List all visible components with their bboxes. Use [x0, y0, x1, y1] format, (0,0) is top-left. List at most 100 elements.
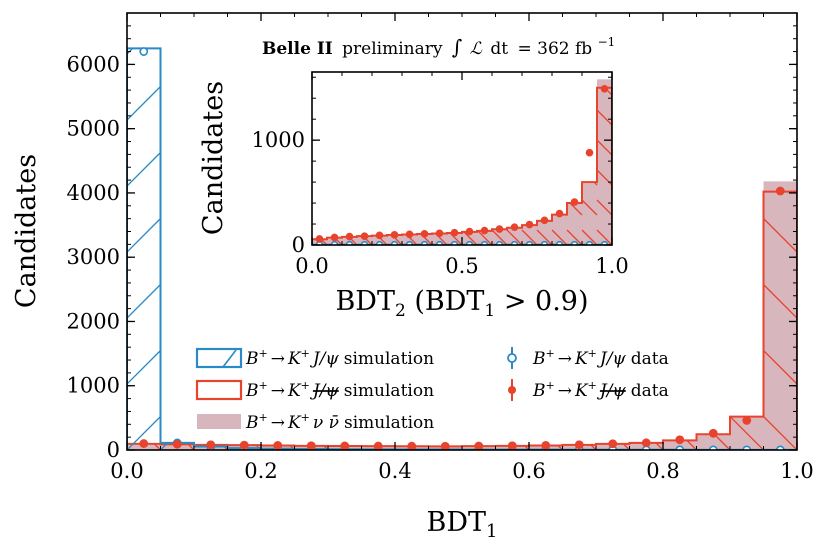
inset-x-tick-label: 0.5 [445, 254, 478, 278]
inset-veto_sim-hatch-line [536, 229, 553, 245]
inset-veto_data-point [435, 229, 444, 238]
main-veto_data-point [474, 441, 484, 450]
main-jpsi_sim-hatch-line [127, 218, 161, 253]
legend-jpsi-sim: B+ → K+ J/ψ simulation [195, 347, 434, 369]
main-x-tick-label: 0.4 [378, 459, 411, 483]
main-veto_data-point [172, 439, 182, 449]
legend-jpsi-data-marker [507, 353, 517, 363]
inset-signal-bar [597, 79, 612, 245]
inset-signal-bar [552, 215, 567, 245]
inset-signal-bar [387, 235, 402, 245]
main-y-axis-title: Candidates [11, 154, 42, 308]
inset-veto_sim-hatch-line [596, 229, 612, 245]
inset-veto_sim-hatch [477, 230, 493, 245]
main-veto_sim-hatch-line [763, 350, 797, 385]
inset-veto_sim-hatch [506, 229, 523, 245]
main-veto_sim-hatch-line [713, 433, 731, 450]
inset-veto_data-point [540, 216, 549, 225]
inset-y-tick-label: 0 [292, 233, 305, 257]
main-veto_data-point [507, 441, 517, 450]
main-x-axis-title: BDT1 [427, 507, 498, 542]
main-y-tick-label: 1000 [67, 374, 120, 398]
main-veto_data-point [273, 441, 283, 450]
inset-veto_data-point [390, 231, 399, 239]
main-veto_data-point [708, 428, 718, 438]
inset-veto_data-point [315, 235, 324, 243]
inset-x-tick-label: 0.0 [295, 254, 328, 278]
main-veto_data-point [641, 438, 651, 448]
legend-jpsi-data: B+ → K+ J/ψ data [507, 347, 669, 369]
inset-veto_data-point [405, 230, 414, 239]
inset-y-tick-label: 1000 [252, 128, 305, 152]
main-jpsi_sim-hatch-line [127, 86, 161, 121]
inset-signal-bar [402, 234, 417, 245]
inset-veto_sim-hatch-line [569, 202, 583, 216]
main-veto_data-point [306, 441, 316, 450]
legend: B+ → K+ J/ψ simulation B+ → K+ J/ψ data B+ → K+ J/ψ… [195, 347, 669, 433]
legend-veto-data-marker [508, 386, 516, 394]
inset-veto_sim-hatch-line [581, 229, 598, 245]
main-veto_sim-hatch-line [686, 439, 697, 450]
main-veto_sim-hatch-line [763, 416, 797, 450]
main-y-tick-label: 3000 [67, 245, 120, 269]
main-veto_data-point [373, 441, 383, 450]
legend-veto-sim-swatch [195, 379, 243, 401]
main-y-tick-label: 4000 [67, 181, 120, 205]
inset-veto_sim-hatch-line [596, 109, 612, 126]
legend-jpsi-sim-hatch [222, 349, 237, 368]
main-veto_data-point [440, 441, 450, 450]
main-veto_data-point [340, 441, 350, 450]
main-x-tick-label: 0.6 [512, 459, 545, 483]
main-veto_data-point [742, 416, 752, 425]
inset-veto_data-point [585, 148, 594, 157]
main-jpsi_sim-hatch-line [127, 350, 161, 385]
inset-veto_sim-hatch [491, 229, 508, 245]
main-jpsi_sim-hatch [127, 47, 161, 450]
main-veto_data-point [407, 441, 417, 450]
main-y-tick-label: 5000 [67, 117, 120, 141]
inset-veto_data-point [555, 209, 564, 218]
main-veto_data-point [675, 435, 685, 445]
inset-x-tick-label: 1.0 [595, 254, 628, 278]
inset-veto_sim-hatch-line [551, 229, 568, 245]
inset-signal-bar [567, 203, 582, 245]
inset-signal-bar [357, 236, 372, 245]
inset-veto_data-point [330, 233, 339, 242]
main-jpsi_sim-hatch-line [127, 284, 161, 319]
main-x-tick-label: 0.8 [646, 459, 679, 483]
inset-veto_data-point [360, 232, 369, 240]
inset-veto_sim-hatch-line [596, 199, 612, 216]
main-veto_sim-hatch [763, 218, 797, 450]
inset-plot: 0.0 0.5 1.0 0 1000 Candidates BDT2 (BDT1 > 0… [198, 71, 629, 321]
inset-veto_data-point [570, 198, 579, 206]
main-jpsi_data-point [139, 47, 149, 56]
inset-veto_sim-hatch [536, 229, 553, 245]
inset-veto_sim-hatch-line [521, 229, 538, 245]
main-signal-bar [663, 440, 697, 450]
inset-veto_sim-hatch [463, 231, 478, 245]
main-x-tick-label: 1.0 [780, 459, 813, 483]
inset-veto_data-point [600, 84, 609, 93]
main-signal-bar [696, 434, 730, 450]
inset-veto_data-point [375, 231, 384, 240]
inset-veto_sim-hatch [521, 229, 538, 245]
inset-signal-bar [372, 235, 387, 245]
main-jpsi_sim-hatch-line [127, 416, 161, 450]
inset-signal-bar [582, 183, 597, 245]
inset-veto_sim-hatch-line [463, 231, 478, 245]
inset-veto_sim-hatch [566, 202, 583, 245]
main-veto_sim-hatch-line [153, 443, 161, 450]
svg-text:B+→K+ν ν̄simulation: B+ → K+ ν ν̄ simulation [245, 411, 434, 433]
inset-veto_data-point [450, 228, 459, 237]
main-veto_sim-hatch [153, 443, 161, 450]
main-veto_data-point [239, 440, 249, 450]
main-veto_data-point [206, 440, 216, 450]
main-veto_sim-hatch [686, 439, 697, 450]
main-veto_data-point [541, 440, 551, 450]
legend-jpsi-sim-swatch [195, 347, 243, 369]
experiment-annotation: Belle II preliminary ∫ ℒ dt = 362 fb −1 [262, 35, 615, 59]
main-y-tick-label: 0 [107, 438, 120, 462]
main-veto_sim-hatch [729, 416, 764, 450]
inset-veto_sim-hatch-line [491, 229, 508, 245]
